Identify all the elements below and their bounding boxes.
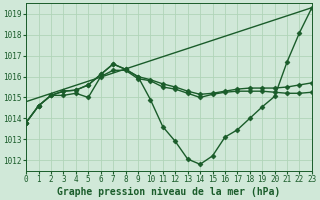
X-axis label: Graphe pression niveau de la mer (hPa): Graphe pression niveau de la mer (hPa) [57,186,281,197]
